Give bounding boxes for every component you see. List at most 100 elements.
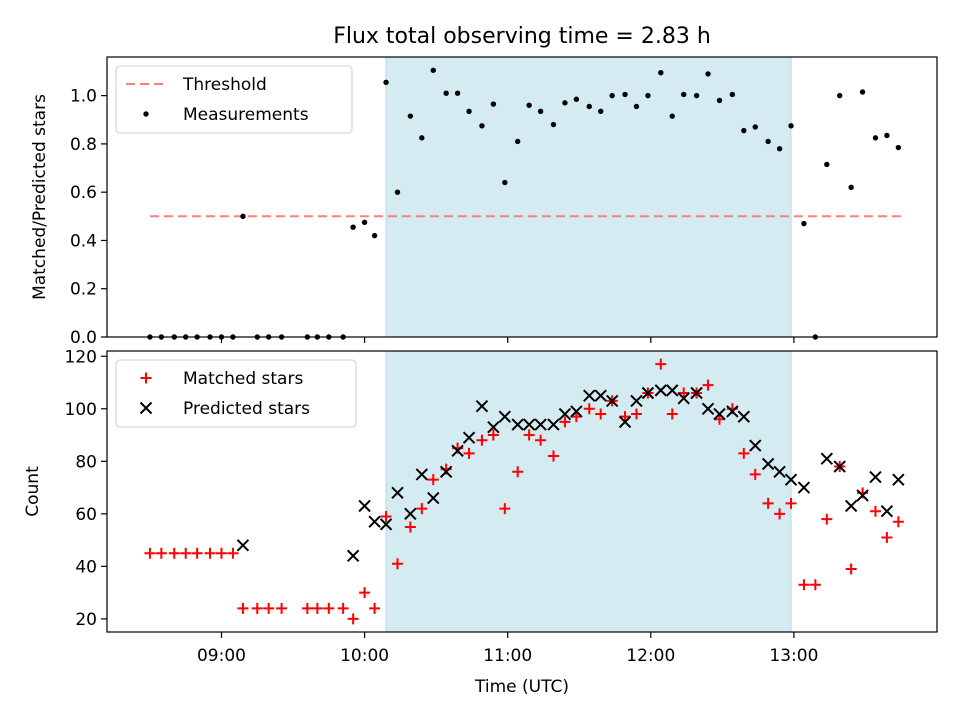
matched-star-point	[678, 387, 690, 399]
measurement-point	[479, 123, 485, 129]
top-panel: 0.0 0.2 0.4 0.6 0.8 1.0 Matched/Predicted star…	[30, 56, 938, 348]
measurement-point	[466, 108, 472, 115]
matched-star-point	[369, 602, 381, 614]
matched-star-point	[809, 579, 821, 591]
matched-star-point	[869, 505, 881, 517]
matched-star-point	[547, 450, 559, 462]
matched-star-point	[785, 497, 797, 509]
measurement-point	[693, 92, 700, 99]
predicted-star-point	[797, 481, 811, 494]
measurement-point	[454, 90, 461, 96]
legend-label: Measurements	[183, 105, 309, 125]
matched-star-point	[583, 403, 595, 415]
y-axis-label: Count	[23, 466, 43, 517]
predicted-star-point	[820, 452, 834, 465]
matched-star-point	[251, 602, 263, 614]
measurement-point	[859, 89, 866, 95]
predicted-star-point	[368, 515, 381, 528]
measurement-point	[622, 91, 628, 98]
matched-star-point	[427, 474, 439, 486]
predicted-star-point	[690, 386, 703, 400]
predicted-star-point	[761, 457, 775, 471]
matched-star-point	[463, 447, 475, 459]
predicted-star-point	[856, 489, 869, 502]
legend-matched-swatch	[140, 372, 152, 384]
measurement-point	[705, 71, 711, 77]
measurement-point	[502, 179, 508, 186]
bottom-panel: 20 40 60 80 100 120 09:00 10:00 11:00 12:00 13:00 C…	[23, 347, 938, 697]
measurement-point	[490, 101, 497, 107]
measurement-point	[729, 91, 736, 98]
predicted-star-point	[605, 394, 619, 408]
measurement-point	[741, 127, 747, 134]
predicted-star-point	[833, 460, 846, 473]
x-tick-label: 12:00	[626, 646, 675, 666]
legend-box	[115, 65, 353, 134]
predicted-star-point	[737, 410, 751, 423]
measurement-point	[430, 67, 436, 73]
measurement-point	[419, 135, 425, 141]
predicted-star-point	[427, 491, 440, 505]
matched-star-point	[713, 413, 725, 425]
matched-star-point	[380, 510, 392, 522]
matched-star-point	[487, 429, 499, 441]
matched-star-point	[168, 547, 180, 559]
measurement-point	[765, 138, 771, 145]
legend: Threshold Measurements	[115, 65, 353, 134]
x-tick-label: 11:00	[483, 646, 532, 666]
matched-star-point	[155, 547, 167, 559]
y-tick-label: 0.2	[70, 280, 97, 300]
legend-box	[115, 359, 357, 428]
matched-star-point	[655, 358, 667, 370]
legend-predicted-swatch	[139, 401, 153, 415]
matched-star-point	[774, 508, 786, 520]
matched-star-point	[512, 466, 524, 478]
predicted-star-point	[534, 418, 547, 431]
y-tick-label: 40	[75, 557, 97, 577]
measurement-point	[884, 132, 890, 139]
measurement-point	[633, 103, 640, 110]
matched-star-point	[204, 547, 216, 559]
predicted-star-point	[511, 418, 524, 431]
y-tick-label: 0.8	[70, 135, 97, 155]
matched-star-point	[215, 547, 227, 559]
matched-star-point	[476, 434, 488, 446]
predicted-star-point	[654, 384, 668, 397]
measurement-point	[586, 103, 592, 110]
predicted-star-point	[892, 473, 905, 486]
predicted-star-point	[666, 384, 679, 397]
measurement-point	[895, 144, 902, 151]
predicted-star-point	[498, 410, 512, 423]
measurement-point	[371, 232, 378, 239]
matched-star-point	[702, 379, 714, 391]
x-axis-label: Time (UTC)	[474, 677, 569, 697]
matched-star-point	[619, 411, 631, 423]
matched-star-point	[881, 531, 893, 543]
matched-star-point	[416, 503, 428, 515]
predicted-star-point	[451, 444, 464, 458]
predicted-star-point	[558, 407, 572, 421]
matched-star-point	[762, 497, 774, 509]
y-tick-label: 60	[75, 505, 97, 525]
predicted-star-point	[677, 392, 690, 405]
measurement-point	[537, 108, 544, 115]
y-axis-label: Matched/Predicted stars	[30, 94, 50, 300]
measurement-point	[716, 97, 723, 104]
matched-star-point	[263, 602, 275, 614]
matched-star-point	[738, 447, 750, 459]
predicted-star-point	[594, 389, 607, 402]
measurement-point	[848, 184, 854, 191]
matched-star-point	[570, 411, 582, 423]
measurement-point	[562, 100, 568, 106]
y-tick-label: 20	[75, 610, 97, 630]
measurement-point	[407, 113, 414, 119]
predicted-star-point	[379, 518, 393, 531]
matched-star-point	[845, 563, 857, 575]
predicted-star-point	[749, 439, 762, 452]
matched-star-point	[630, 408, 642, 420]
y-tick-label: 80	[75, 452, 97, 472]
legend-label: Threshold	[182, 75, 267, 95]
measurement-point	[573, 96, 580, 102]
predicted-star-point	[487, 420, 500, 434]
predicted-star-point	[630, 394, 643, 408]
